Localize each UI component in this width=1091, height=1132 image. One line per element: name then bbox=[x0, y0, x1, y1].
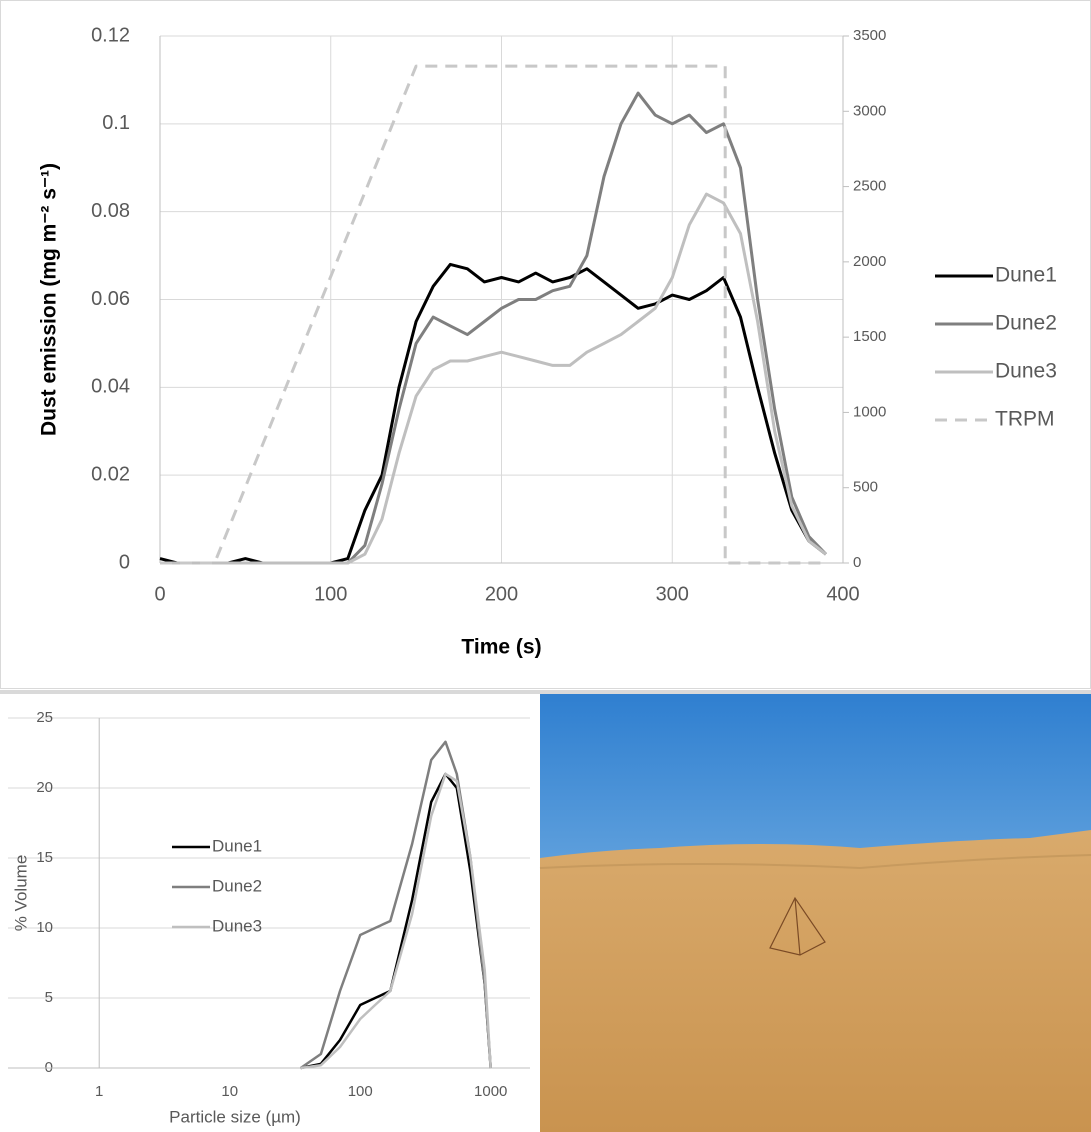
legend-label: Dune1 bbox=[995, 264, 1057, 287]
x-tick-label: 100 bbox=[314, 583, 347, 605]
legend-label: Dune2 bbox=[212, 876, 262, 895]
y-tick-label: 0.04 bbox=[91, 376, 130, 398]
y2-tick-label: 3500 bbox=[853, 27, 886, 44]
y-tick-label: 0.06 bbox=[91, 288, 130, 310]
x-tick-label: 300 bbox=[656, 583, 689, 605]
y2-tick-label: 500 bbox=[853, 479, 878, 496]
y2-tick-label: 3000 bbox=[853, 102, 886, 119]
y2-tick-label: 1500 bbox=[853, 328, 886, 345]
y-tick-label: 15 bbox=[36, 849, 53, 866]
x-tick-label: 100 bbox=[348, 1083, 373, 1100]
sampler bbox=[769, 896, 826, 956]
y-tick-label: 10 bbox=[36, 919, 53, 936]
y-axis-title: % Volume bbox=[11, 855, 30, 932]
series-line bbox=[160, 64, 826, 565]
separator bbox=[0, 690, 1091, 694]
series-line bbox=[300, 772, 492, 1070]
x-tick-label: 0 bbox=[154, 583, 165, 605]
series-line bbox=[160, 192, 827, 565]
x-axis-title: Time (s) bbox=[461, 636, 541, 659]
series-line bbox=[299, 740, 492, 1070]
y-tick-label: 0.12 bbox=[91, 24, 130, 46]
y-tick-label: 0 bbox=[119, 551, 130, 573]
x-tick-label: 400 bbox=[826, 583, 859, 605]
x-tick-label: 10 bbox=[221, 1083, 238, 1100]
dune-ridge bbox=[539, 854, 1091, 870]
series-line bbox=[300, 772, 492, 1070]
y-tick-label: 20 bbox=[36, 779, 53, 796]
photo bbox=[539, 694, 1091, 1132]
y-tick-label: 25 bbox=[36, 709, 53, 726]
legend-label: Dune2 bbox=[995, 312, 1057, 335]
y-tick-label: 0.08 bbox=[91, 200, 130, 222]
y2-tick-label: 2500 bbox=[853, 178, 886, 195]
y-axis-title: Dust emission (mg m⁻² s⁻¹) bbox=[38, 163, 61, 436]
x-tick-label: 1000 bbox=[474, 1083, 507, 1100]
x-tick-label: 200 bbox=[485, 583, 518, 605]
dunes bbox=[540, 830, 1091, 1132]
x-axis-title: Particle size (µm) bbox=[169, 1107, 301, 1126]
y2-tick-label: 1000 bbox=[853, 403, 886, 420]
y-tick-label: 0.02 bbox=[91, 463, 130, 485]
legend-label: Dune3 bbox=[995, 360, 1057, 383]
y-tick-label: 0 bbox=[45, 1059, 53, 1076]
legend-label: Dune1 bbox=[212, 836, 262, 855]
y-tick-label: 5 bbox=[45, 989, 53, 1006]
top-panel bbox=[0, 0, 1091, 689]
legend-label: TRPM bbox=[995, 408, 1055, 431]
y-tick-label: 0.1 bbox=[102, 112, 130, 134]
legend-label: Dune3 bbox=[212, 916, 262, 935]
x-tick-label: 1 bbox=[95, 1083, 103, 1100]
y2-tick-label: 2000 bbox=[853, 253, 886, 270]
y2-tick-label: 0 bbox=[853, 554, 861, 571]
